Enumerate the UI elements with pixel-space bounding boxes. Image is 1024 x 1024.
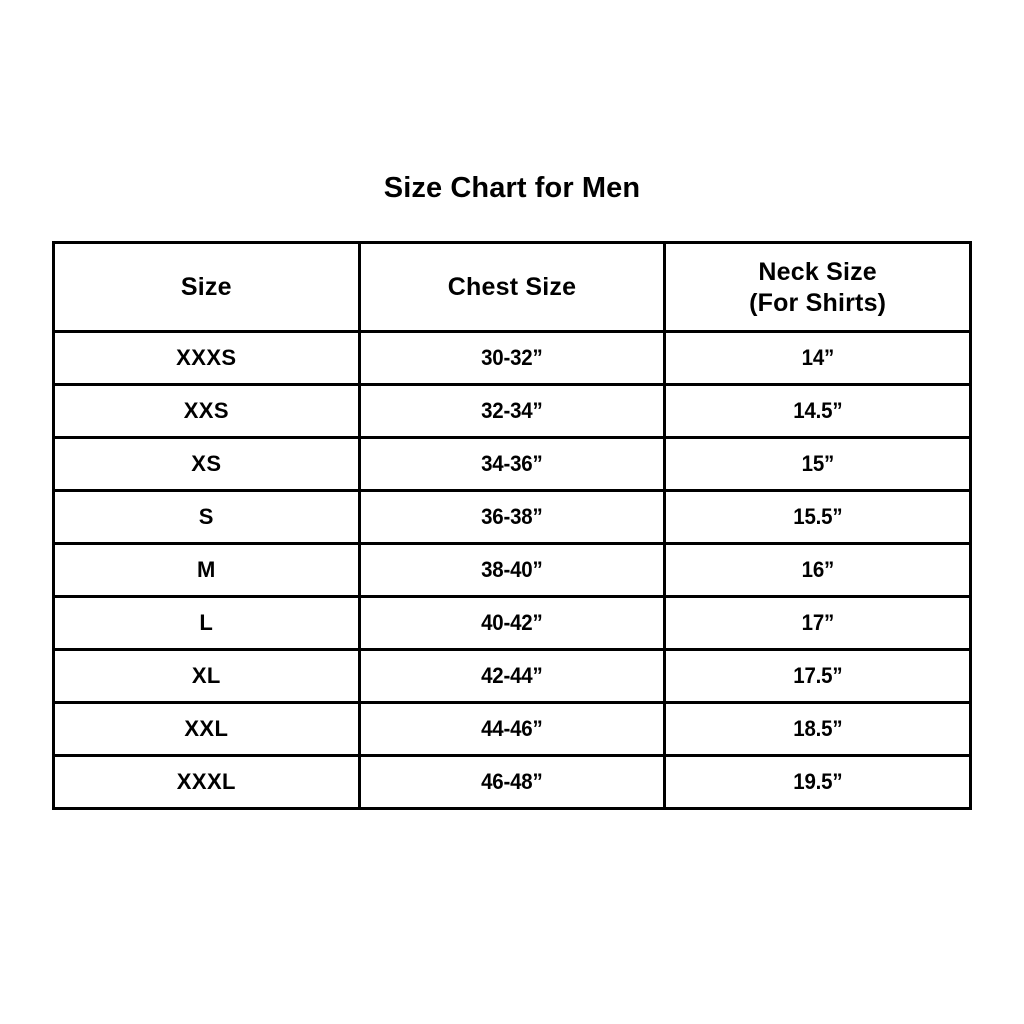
- cell-size: XXXS: [52, 330, 361, 386]
- cell-neck: 14”: [674, 330, 962, 386]
- header-label-chest-size: Chest Size: [447, 273, 577, 301]
- table-row: XS 34-36” 15”: [52, 436, 971, 492]
- table-row: S 36-38” 15.5”: [52, 489, 971, 545]
- page-title: Size Chart for Men: [383, 172, 641, 204]
- column-header-chest-size: Chest Size: [357, 241, 667, 333]
- table-row: XXXS 30-32” 14”: [52, 330, 971, 386]
- cell-neck: 17”: [674, 595, 962, 651]
- cell-chest: 30-32”: [368, 330, 656, 386]
- cell-chest: 36-38”: [368, 489, 656, 545]
- table-body: XXXS 30-32” 14” XXS 32-34” 14.5” XS 34-3…: [52, 330, 971, 810]
- cell-chest: 44-46”: [368, 701, 656, 757]
- cell-neck: 16”: [674, 542, 962, 598]
- cell-neck: 17.5”: [674, 648, 962, 704]
- cell-neck: 15.5”: [674, 489, 962, 545]
- cell-chest: 32-34”: [368, 383, 656, 439]
- table-row: XXS 32-34” 14.5”: [52, 383, 971, 439]
- cell-size: M: [52, 542, 361, 598]
- size-chart-table: Size Chest Size Neck Size (For Shirts) X…: [52, 241, 972, 810]
- cell-size: XS: [52, 436, 361, 492]
- cell-chest: 42-44”: [368, 648, 656, 704]
- header-label-size: Size: [180, 273, 232, 301]
- table-row: XXXL 46-48” 19.5”: [52, 754, 971, 810]
- cell-neck: 15”: [674, 436, 962, 492]
- table-row: XXL 44-46” 18.5”: [52, 701, 971, 757]
- cell-size: XXS: [52, 383, 361, 439]
- cell-neck: 18.5”: [674, 701, 962, 757]
- table-row: L 40-42” 17”: [52, 595, 971, 651]
- cell-size: XXL: [52, 701, 361, 757]
- cell-neck: 14.5”: [674, 383, 962, 439]
- cell-chest: 38-40”: [368, 542, 656, 598]
- cell-neck: 19.5”: [674, 754, 962, 810]
- cell-size: XL: [52, 648, 361, 704]
- table-row: M 38-40” 16”: [52, 542, 971, 598]
- column-header-size: Size: [52, 241, 361, 333]
- header-row: Size Chest Size Neck Size (For Shirts): [52, 241, 972, 333]
- cell-size: L: [52, 595, 361, 651]
- column-header-neck-size: Neck Size (For Shirts): [663, 241, 972, 333]
- cell-chest: 34-36”: [368, 436, 656, 492]
- header-label-neck-size-note: (For Shirts): [749, 288, 887, 317]
- table-row: XL 42-44” 17.5”: [52, 648, 971, 704]
- cell-size: S: [52, 489, 361, 545]
- table-header: Size Chest Size Neck Size (For Shirts): [52, 241, 972, 333]
- cell-chest: 46-48”: [368, 754, 656, 810]
- cell-chest: 40-42”: [368, 595, 656, 651]
- header-label-neck-size: Neck Size: [758, 257, 877, 286]
- cell-size: XXXL: [52, 754, 361, 810]
